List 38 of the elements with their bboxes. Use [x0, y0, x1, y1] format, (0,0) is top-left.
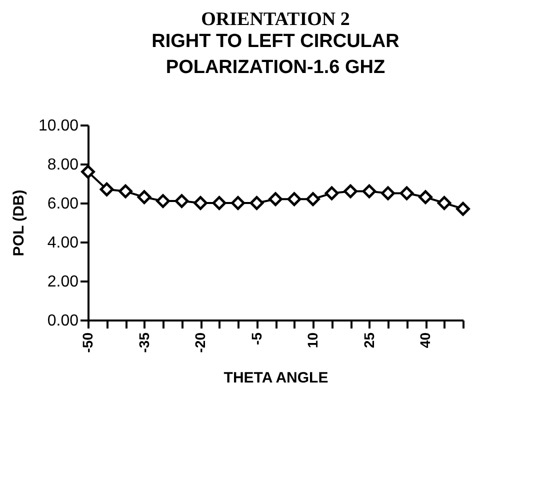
point — [268, 192, 282, 206]
point — [381, 186, 395, 200]
point — [118, 184, 132, 198]
point — [212, 196, 226, 210]
point — [137, 190, 152, 204]
chart-subtitle: RIGHT TO LEFT CIRCULAR POLARIZATION-1.6 GHZ — [152, 31, 400, 78]
y-tick-label: 10.00 — [38, 118, 79, 134]
point — [81, 164, 95, 179]
point — [100, 182, 114, 196]
point — [437, 196, 452, 210]
x-tick-label: -35 — [136, 332, 152, 353]
point — [156, 194, 170, 208]
x-axis-title: THETA ANGLE — [224, 370, 328, 387]
point — [194, 196, 208, 210]
y-tick-label: 0.00 — [47, 312, 79, 330]
x-tick-label: 25 — [360, 332, 377, 348]
point — [250, 196, 264, 210]
point — [456, 202, 470, 216]
y-tick-label: 8.00 — [47, 156, 79, 174]
point — [362, 184, 376, 198]
y-tick-label: 6.00 — [47, 196, 79, 212]
x-tick-label: 40 — [417, 332, 433, 348]
point — [418, 190, 432, 204]
point — [231, 196, 245, 210]
point — [287, 192, 302, 206]
x-tick-label: -5 — [248, 332, 264, 345]
point — [306, 192, 320, 206]
point — [324, 186, 339, 200]
point — [400, 186, 414, 200]
y-tick-label: 4.00 — [47, 234, 79, 252]
x-tick-label: -50 — [80, 332, 96, 353]
point — [174, 194, 189, 208]
x-tick-label: 10 — [304, 332, 320, 348]
y-tick-label: 2.00 — [47, 274, 79, 290]
point — [344, 184, 358, 198]
x-tick-label: -20 — [192, 332, 208, 353]
y-axis-title: POL (DB) — [10, 190, 28, 256]
chart-title: ORIENTATION 2 — [201, 9, 350, 30]
